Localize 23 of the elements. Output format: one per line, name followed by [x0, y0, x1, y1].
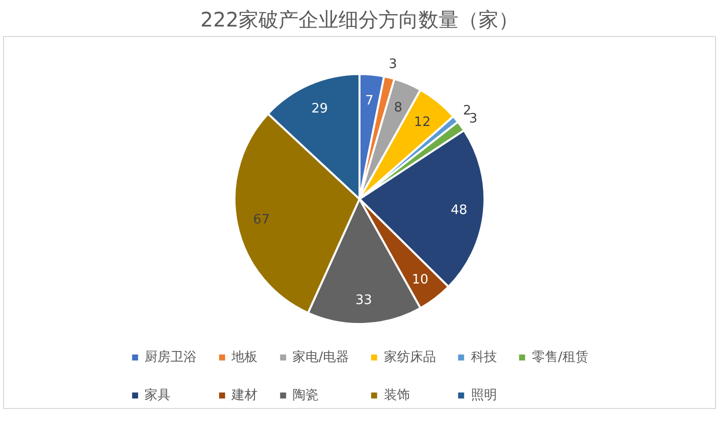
legend-label: 家纺床品	[384, 349, 436, 366]
legend-label: 家电/电器	[292, 349, 349, 366]
data-label: 3	[388, 57, 397, 72]
legend-label: 照明	[471, 387, 497, 404]
legend-label: 建材	[232, 387, 258, 404]
data-label: 48	[450, 202, 468, 218]
data-label: 7	[365, 93, 374, 108]
chart-title: 222家破产企业细分方向数量（家）	[200, 8, 519, 32]
legend-label: 厨房卫浴	[144, 349, 197, 366]
data-label: 10	[412, 272, 428, 288]
data-label: 29	[311, 101, 328, 116]
data-label: 67	[253, 212, 270, 228]
data-label: 33	[355, 292, 372, 308]
data-label: 8	[394, 100, 402, 116]
legend-label: 陶瓷	[292, 387, 319, 404]
data-label: 12	[414, 115, 431, 130]
legend-label: 零售/租赁	[532, 349, 588, 366]
legend-label: 科技	[471, 349, 497, 366]
legend-label: 装饰	[384, 387, 410, 404]
data-label: 2	[463, 104, 472, 119]
data-label: 3	[469, 111, 478, 126]
legend-label: 家具	[144, 387, 171, 404]
legend-label: 地板	[232, 349, 258, 366]
